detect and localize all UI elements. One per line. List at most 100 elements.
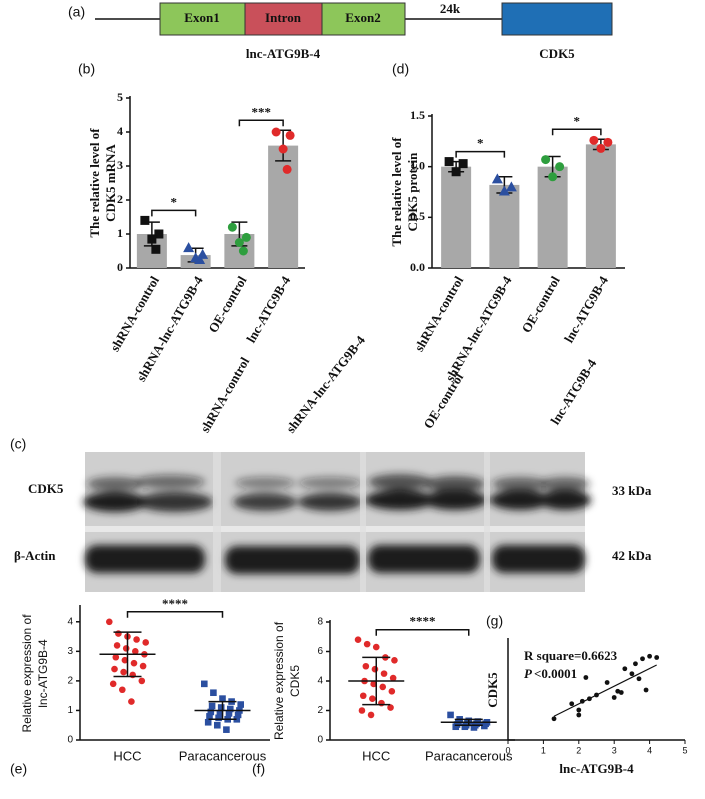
x-tick-label: 5 bbox=[682, 745, 687, 755]
bar bbox=[441, 166, 472, 268]
point bbox=[576, 712, 582, 718]
point bbox=[633, 661, 638, 667]
panel-label: (g) bbox=[486, 613, 503, 629]
point bbox=[458, 159, 468, 169]
point bbox=[106, 618, 113, 626]
y-tick-label: 1.0 bbox=[410, 158, 425, 172]
gene-label: CDK5 bbox=[539, 46, 575, 61]
y-axis-label: CDK5 bbox=[288, 665, 302, 697]
point bbox=[541, 155, 551, 165]
point bbox=[354, 636, 362, 643]
point bbox=[183, 242, 195, 253]
point bbox=[378, 699, 385, 707]
point bbox=[214, 721, 221, 729]
bar bbox=[268, 145, 299, 268]
point bbox=[371, 665, 379, 673]
point bbox=[451, 167, 461, 177]
point bbox=[227, 222, 237, 232]
point bbox=[233, 716, 241, 723]
x-tick-label: lnc-ATG9B-4 bbox=[243, 273, 293, 345]
gene-box bbox=[501, 2, 613, 36]
x-axis-label: lnc-ATG9B-4 bbox=[559, 761, 634, 776]
x-tick-label: 4 bbox=[647, 745, 652, 755]
point bbox=[388, 688, 396, 695]
point bbox=[380, 670, 388, 677]
bar bbox=[489, 184, 520, 268]
point bbox=[115, 630, 122, 637]
point bbox=[215, 714, 222, 722]
x-tick-label: 0 bbox=[505, 745, 510, 755]
point bbox=[498, 185, 510, 196]
point bbox=[201, 680, 208, 688]
point bbox=[109, 680, 117, 688]
point bbox=[219, 695, 226, 702]
x-tick-label: 3 bbox=[612, 745, 617, 755]
point bbox=[379, 683, 387, 691]
point bbox=[133, 636, 140, 643]
point bbox=[569, 701, 575, 707]
point bbox=[128, 698, 135, 705]
sd-bar bbox=[113, 631, 142, 678]
y-tick-label: 0.5 bbox=[410, 209, 425, 223]
exon-box bbox=[321, 2, 406, 36]
y-tick-label: 3 bbox=[67, 646, 73, 657]
lane-label: shRNA-control bbox=[197, 354, 252, 435]
intron-label: Intron bbox=[265, 10, 302, 25]
point bbox=[461, 723, 469, 731]
y-tick-label: 5 bbox=[117, 90, 123, 104]
significance-bracket bbox=[151, 209, 197, 217]
point bbox=[120, 668, 127, 676]
x-tick-label: Paracancerous bbox=[425, 748, 513, 763]
point bbox=[481, 722, 488, 730]
point bbox=[151, 244, 161, 254]
point bbox=[367, 711, 375, 719]
point bbox=[210, 689, 217, 697]
significance-label: * bbox=[477, 136, 484, 151]
significance-label: **** bbox=[162, 596, 188, 611]
point bbox=[223, 726, 230, 733]
x-tick-label: 2 bbox=[576, 745, 581, 755]
point bbox=[611, 695, 617, 700]
y-axis-label: CDK5 protein bbox=[405, 152, 420, 232]
panel-label: (b) bbox=[78, 61, 95, 77]
point bbox=[579, 698, 585, 704]
point bbox=[111, 665, 118, 673]
point bbox=[206, 713, 213, 720]
point bbox=[194, 254, 206, 264]
significance-bracket bbox=[375, 628, 470, 636]
point bbox=[622, 666, 628, 672]
x-tick-label: HCC bbox=[362, 748, 390, 763]
point bbox=[369, 695, 376, 702]
y-tick-label: 1 bbox=[67, 705, 73, 716]
point bbox=[372, 643, 380, 651]
significance-label: * bbox=[171, 194, 178, 209]
point bbox=[122, 645, 130, 652]
point bbox=[282, 164, 292, 174]
y-tick-label: 2 bbox=[67, 676, 73, 687]
y-tick-label: 4 bbox=[117, 124, 123, 138]
point bbox=[237, 701, 244, 708]
intron-box bbox=[244, 2, 323, 36]
point bbox=[225, 710, 233, 717]
point bbox=[112, 653, 120, 661]
point bbox=[119, 686, 126, 694]
size-label: 42 kDa bbox=[612, 548, 652, 563]
point bbox=[587, 696, 592, 702]
significance-label: *** bbox=[252, 104, 272, 119]
point bbox=[138, 677, 146, 685]
y-tick-label: 0.0 bbox=[410, 260, 425, 274]
point bbox=[271, 127, 281, 137]
panel-label: (a) bbox=[68, 4, 85, 20]
x-tick-label: 1 bbox=[541, 745, 546, 755]
y-tick-label: 0 bbox=[117, 260, 123, 274]
y-tick-label: 2 bbox=[117, 192, 123, 206]
bar bbox=[585, 144, 616, 268]
point bbox=[370, 680, 377, 688]
point bbox=[548, 172, 558, 182]
panel-label: (c) bbox=[10, 436, 26, 452]
point bbox=[208, 702, 216, 710]
y-tick-label: 0 bbox=[317, 735, 323, 746]
point bbox=[238, 246, 248, 256]
point bbox=[389, 674, 397, 682]
y-tick-label: 6 bbox=[317, 646, 323, 657]
